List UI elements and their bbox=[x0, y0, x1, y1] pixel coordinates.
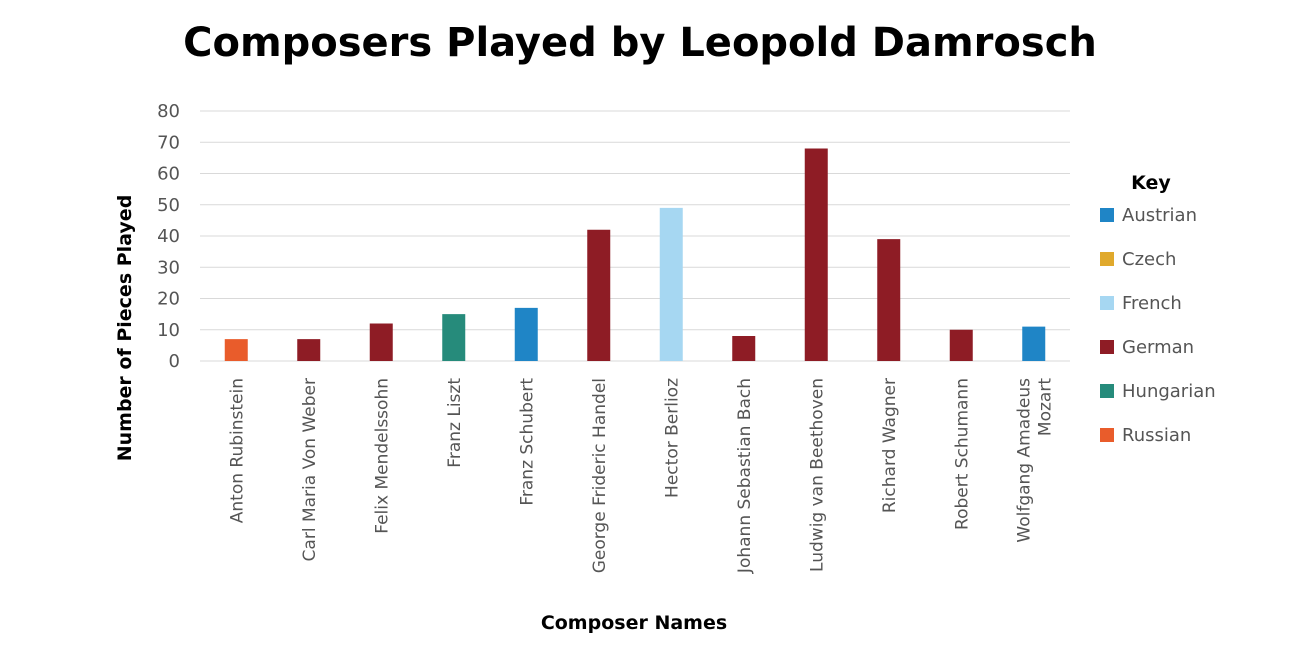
x-category-label: Wolfgang Amadeus bbox=[1014, 378, 1034, 543]
y-tick-label: 30 bbox=[157, 257, 180, 278]
y-tick-label: 60 bbox=[157, 164, 180, 185]
x-category-label: Franz Liszt bbox=[445, 378, 465, 468]
legend-title: Key bbox=[1131, 172, 1171, 194]
legend-swatch-austrian bbox=[1100, 208, 1114, 222]
chart-title: Composers Played by Leopold Damrosch bbox=[183, 20, 1097, 66]
bar-wolfgang-amadeus-mozart bbox=[1022, 326, 1046, 361]
legend-swatch-german bbox=[1100, 340, 1114, 354]
bar-richard-wagner bbox=[877, 239, 901, 361]
y-tick-label: 50 bbox=[157, 195, 180, 216]
legend-label-austrian: Austrian bbox=[1122, 205, 1197, 226]
bar-anton-rubinstein bbox=[224, 339, 248, 361]
legend-swatch-hungarian bbox=[1100, 384, 1114, 398]
legend-label-czech: Czech bbox=[1122, 249, 1176, 270]
gridlines bbox=[200, 110, 1070, 362]
legend-label-hungarian: Hungarian bbox=[1122, 381, 1216, 402]
bar-carl-maria-von-weber bbox=[297, 339, 321, 361]
x-category-label: Robert Schumann bbox=[952, 378, 972, 530]
bar-franz-schubert bbox=[514, 307, 538, 361]
x-category-label: George Frideric Handel bbox=[590, 378, 610, 573]
x-category-label: Johann Sebastian Bach bbox=[735, 378, 755, 574]
x-axis-title: Composer Names bbox=[541, 612, 727, 634]
legend-swatch-french bbox=[1100, 296, 1114, 310]
bar-franz-liszt bbox=[442, 314, 466, 361]
y-axis-ticks: 0 10 20 30 40 50 60 70 80 bbox=[157, 101, 180, 372]
bar-johann-sebastian-bach bbox=[732, 336, 756, 361]
y-tick-label: 70 bbox=[157, 132, 180, 153]
x-category-label: Mozart bbox=[1035, 378, 1055, 436]
x-category-label: Felix Mendelssohn bbox=[372, 378, 392, 534]
bars bbox=[224, 148, 1046, 361]
bar-felix-mendelssohn bbox=[369, 323, 393, 361]
x-category-label: Ludwig van Beethoven bbox=[807, 378, 827, 572]
y-tick-label: 0 bbox=[169, 351, 180, 372]
bar-ludwig-van-beethoven bbox=[804, 148, 828, 361]
legend: Key Austrian Czech French German Hungarian Ru… bbox=[1100, 172, 1216, 446]
bar-hector-berlioz bbox=[659, 207, 683, 361]
x-category-label: Anton Rubinstein bbox=[227, 378, 247, 523]
x-category-label: Carl Maria Von Weber bbox=[300, 378, 320, 561]
legend-swatch-russian bbox=[1100, 428, 1114, 442]
bar-robert-schumann bbox=[949, 329, 973, 361]
bar-george-frideric-handel bbox=[587, 229, 611, 361]
y-tick-label: 80 bbox=[157, 101, 180, 122]
y-axis-title: Number of Pieces Played bbox=[114, 195, 136, 462]
legend-swatch-czech bbox=[1100, 252, 1114, 266]
x-category-label: Franz Schubert bbox=[517, 378, 537, 506]
legend-label-french: French bbox=[1122, 293, 1182, 314]
legend-label-german: German bbox=[1122, 337, 1194, 358]
x-category-label: Hector Berlioz bbox=[662, 378, 682, 498]
y-tick-label: 40 bbox=[157, 226, 180, 247]
y-tick-label: 20 bbox=[157, 289, 180, 310]
x-category-label: Richard Wagner bbox=[880, 378, 900, 513]
legend-label-russian: Russian bbox=[1122, 425, 1191, 446]
y-tick-label: 10 bbox=[157, 320, 180, 341]
x-axis-categories: Anton Rubinstein Carl Maria Von Weber Feli… bbox=[227, 378, 1055, 574]
